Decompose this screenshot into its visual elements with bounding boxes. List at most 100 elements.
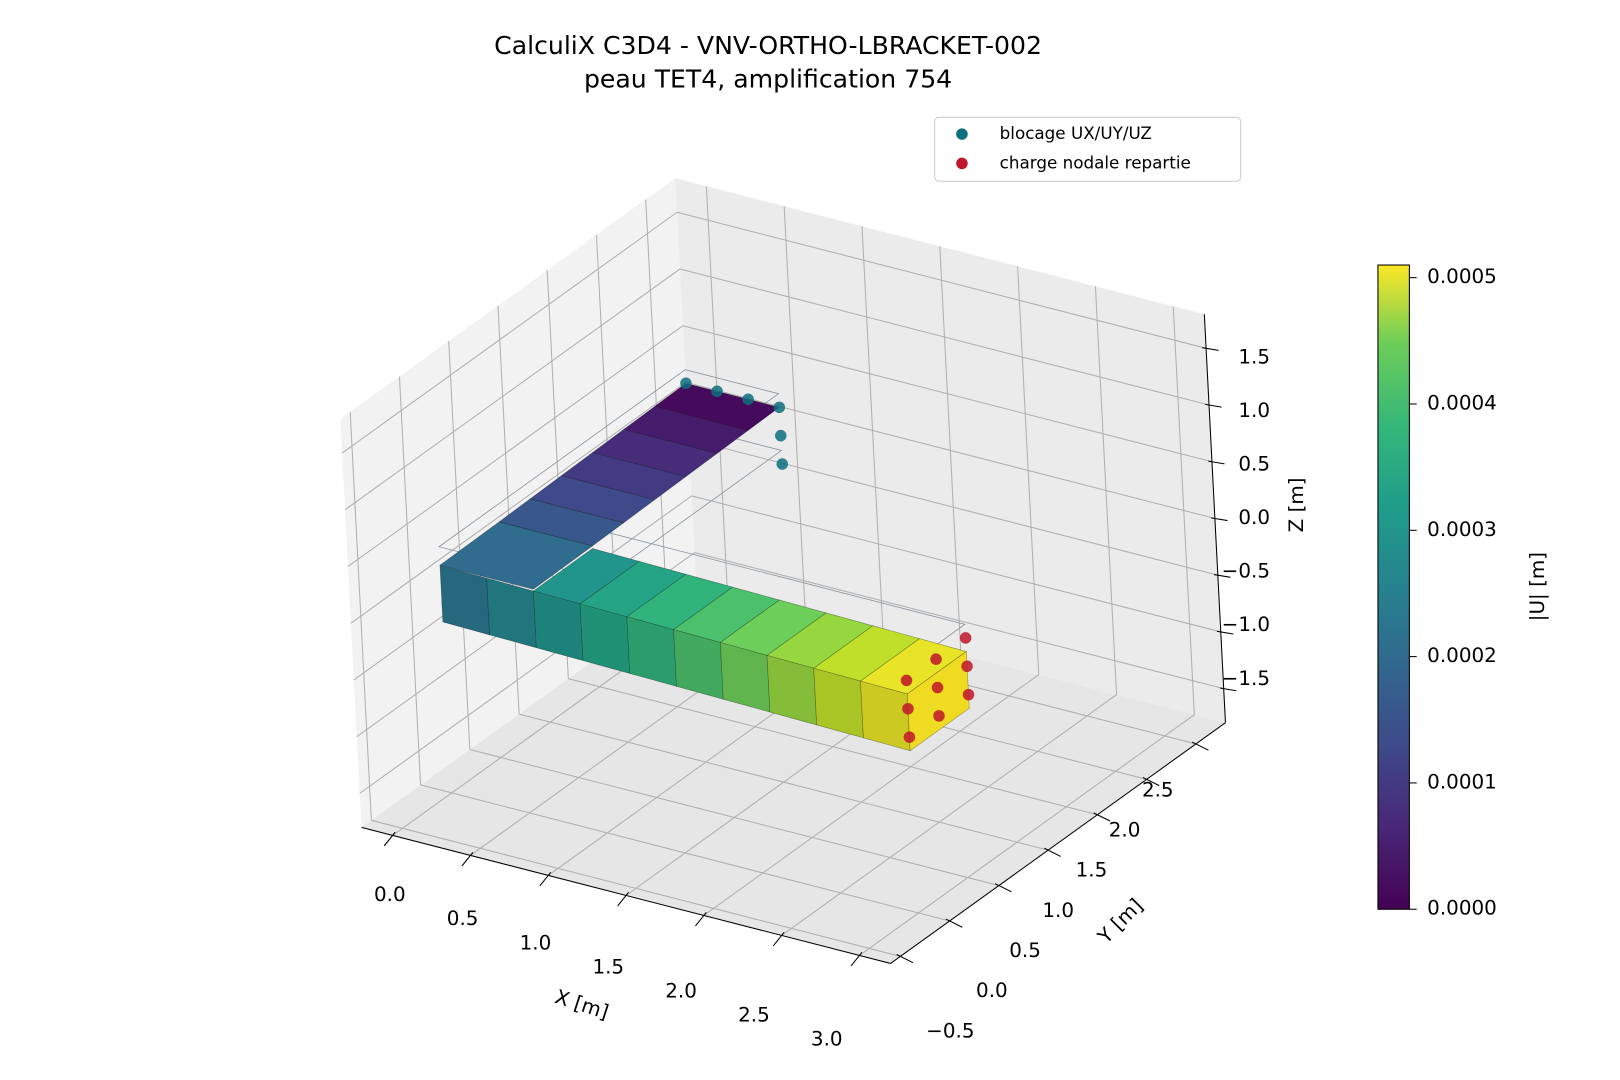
grid-line xyxy=(347,325,684,567)
y-axis-label: Y [m] xyxy=(1093,894,1148,949)
y-tick-label: 0.5 xyxy=(1009,939,1041,962)
grid-line xyxy=(679,268,1210,406)
y-tick-label: 2.0 xyxy=(1109,819,1141,842)
tick-mark xyxy=(850,951,863,967)
colorbar-tick-label: 0.0002 xyxy=(1427,644,1497,667)
grid-line xyxy=(694,552,1224,690)
legend-label: charge nodale repartie xyxy=(1000,152,1191,172)
y-tick-label: −0.5 xyxy=(926,1019,974,1042)
grid-line xyxy=(781,694,1117,936)
axes: 0.00.51.01.52.02.53.0 −0.50.00.51.01.52.0… xyxy=(361,314,1270,1051)
tick-mark xyxy=(617,891,629,907)
grid-line xyxy=(691,495,1221,633)
colorbar-label: |U| [m] xyxy=(1526,552,1549,621)
y-tick-label: 2.5 xyxy=(1142,778,1174,801)
tick-mark xyxy=(994,883,1012,893)
grid-line xyxy=(371,819,901,957)
scatter-point xyxy=(711,385,723,398)
scatter-point xyxy=(742,393,754,406)
chart-subtitle: peau TET4, amplification 754 xyxy=(584,65,952,94)
z-tick-label: 1.0 xyxy=(1238,399,1270,422)
scatter-point xyxy=(900,674,913,687)
scatter-point xyxy=(930,653,942,665)
grid-line xyxy=(568,678,1098,816)
grid-line xyxy=(859,714,1195,956)
mesh-face xyxy=(439,521,594,590)
tick-mark xyxy=(1216,630,1234,635)
z-tick-label: −0.5 xyxy=(1222,560,1270,583)
undeformed-wireframe xyxy=(438,369,966,668)
x-tick-label: 3.0 xyxy=(811,1028,843,1051)
tick-mark xyxy=(896,954,914,964)
colorbar-tick-label: 0.0004 xyxy=(1427,391,1497,414)
x-axis-label: X [m] xyxy=(552,985,611,1024)
y-tick-label: 1.5 xyxy=(1076,859,1108,882)
x-tick-label: 0.5 xyxy=(447,907,479,930)
colorbar: |U| [m] 0.0000 0.0001 0.0002 0.0003 0.0004 0.… xyxy=(1377,264,1549,920)
colorbar-tick-label: 0.0005 xyxy=(1427,265,1497,288)
z-tick-label: 1.5 xyxy=(1238,345,1270,368)
z-tick-label: −1.5 xyxy=(1222,667,1270,690)
legend: blocage UX/UY/UZ charge nodale repartie xyxy=(934,116,1242,182)
z-tick-label: 0.5 xyxy=(1238,452,1270,475)
legend-label: blocage UX/UY/UZ xyxy=(1000,123,1152,143)
legend-marker xyxy=(956,157,968,170)
grid-line xyxy=(344,268,681,511)
z-tick-label: −1.0 xyxy=(1222,613,1270,636)
scatter-point xyxy=(773,401,786,414)
z-axis-label: Z [m] xyxy=(1285,477,1308,532)
tick-mark xyxy=(1219,687,1237,692)
y-axis-line xyxy=(890,722,1226,964)
tick-mark xyxy=(1191,741,1209,751)
tick-mark xyxy=(1213,574,1231,578)
grid-line xyxy=(676,211,1207,349)
chart-title: CalculiX C3D4 - VNV-ORTHO-LBRACKET-002 xyxy=(494,31,1042,60)
scatter-point xyxy=(931,681,944,694)
x-tick-label: 0.0 xyxy=(374,883,406,906)
scatter-point xyxy=(959,632,972,644)
colorbar-gradient xyxy=(1377,264,1410,910)
tick-mark xyxy=(383,831,396,847)
tick-mark xyxy=(945,918,963,928)
mesh-body xyxy=(438,369,970,752)
grid-line xyxy=(420,784,950,922)
colorbar-tick-label: 0.0000 xyxy=(1427,897,1497,920)
tick-mark xyxy=(695,911,707,927)
z-tick-label: 0.0 xyxy=(1238,506,1270,529)
tick-mark xyxy=(539,871,552,887)
scatter-point xyxy=(902,702,914,715)
x-tick-label: 1.0 xyxy=(520,931,552,954)
scatter-point xyxy=(903,731,916,743)
tick-mark xyxy=(1202,347,1219,351)
tick-mark xyxy=(1211,517,1228,522)
scatter-points xyxy=(680,377,975,743)
x-tick-label: 2.0 xyxy=(665,980,697,1003)
colorbar-tick-label: 0.0003 xyxy=(1427,518,1497,541)
tick-mark xyxy=(1205,403,1222,408)
legend-box xyxy=(934,116,1242,182)
scatter-point xyxy=(933,710,945,722)
scatter-point xyxy=(961,660,973,673)
scatter-point xyxy=(776,458,788,470)
x-tick-label: 2.5 xyxy=(738,1004,770,1027)
tick-mark xyxy=(1093,812,1111,822)
scatter-point xyxy=(680,377,692,390)
tick-mark xyxy=(461,851,474,867)
colorbar-tick-label: 0.0001 xyxy=(1427,770,1497,793)
scatter-point xyxy=(775,429,787,442)
grid-line xyxy=(518,713,1049,851)
tick-mark xyxy=(1044,847,1061,857)
y-tick-label: 1.0 xyxy=(1042,899,1074,922)
grid-line xyxy=(469,748,1000,887)
y-tick-label: 0.0 xyxy=(976,979,1008,1002)
x-tick-label: 1.5 xyxy=(592,955,624,978)
grid-line xyxy=(350,382,687,624)
grid-line xyxy=(682,325,1213,463)
scatter-point xyxy=(962,688,975,701)
grid-line xyxy=(703,674,1040,916)
legend-marker xyxy=(956,128,968,140)
tick-mark xyxy=(1142,776,1160,787)
grid-line xyxy=(341,211,678,454)
